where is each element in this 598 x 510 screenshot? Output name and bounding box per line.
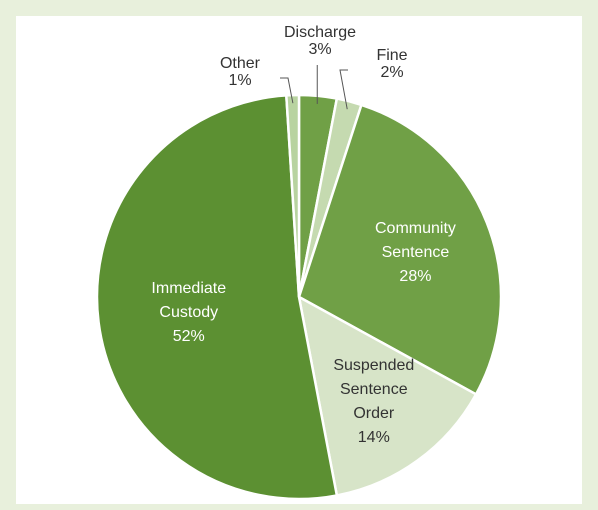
slice-label-immediate-custody-line-1: Custody [159,304,218,321]
slice-label-suspended-sentence-order-line-1: Sentence [340,381,408,398]
slice-value-discharge: 3% [308,41,331,58]
slice-value-other: 1% [228,72,251,89]
leader-line-other [280,77,294,104]
slice-label-community-sentence-line-0: Community [375,220,456,237]
slice-label-discharge: Discharge [284,24,356,41]
slice-value-fine: 2% [380,64,403,81]
slice-label-other: Other [220,55,261,72]
slice-label-suspended-sentence-order-line-0: Suspended [333,357,414,374]
slice-label-immediate-custody-line-0: Immediate [151,280,226,297]
pie-slice-other [284,93,301,298]
slice-label-suspended-sentence-order-line-3: 14% [358,429,390,446]
pie-slice-immediate-custody [95,94,339,501]
slice-label-community-sentence-line-2: 28% [399,268,431,285]
pie-slice-community-sentence [297,103,503,397]
slice-label-community-sentence-line-1: Sentence [382,244,450,261]
slice-label-suspended-sentence-order-line-2: Order [353,405,395,422]
slice-label-immediate-custody-line-2: 52% [173,328,205,345]
pie-slice-suspended-sentence-order [297,294,478,497]
leader-line-fine [339,69,348,110]
slice-label-fine: Fine [376,47,407,64]
